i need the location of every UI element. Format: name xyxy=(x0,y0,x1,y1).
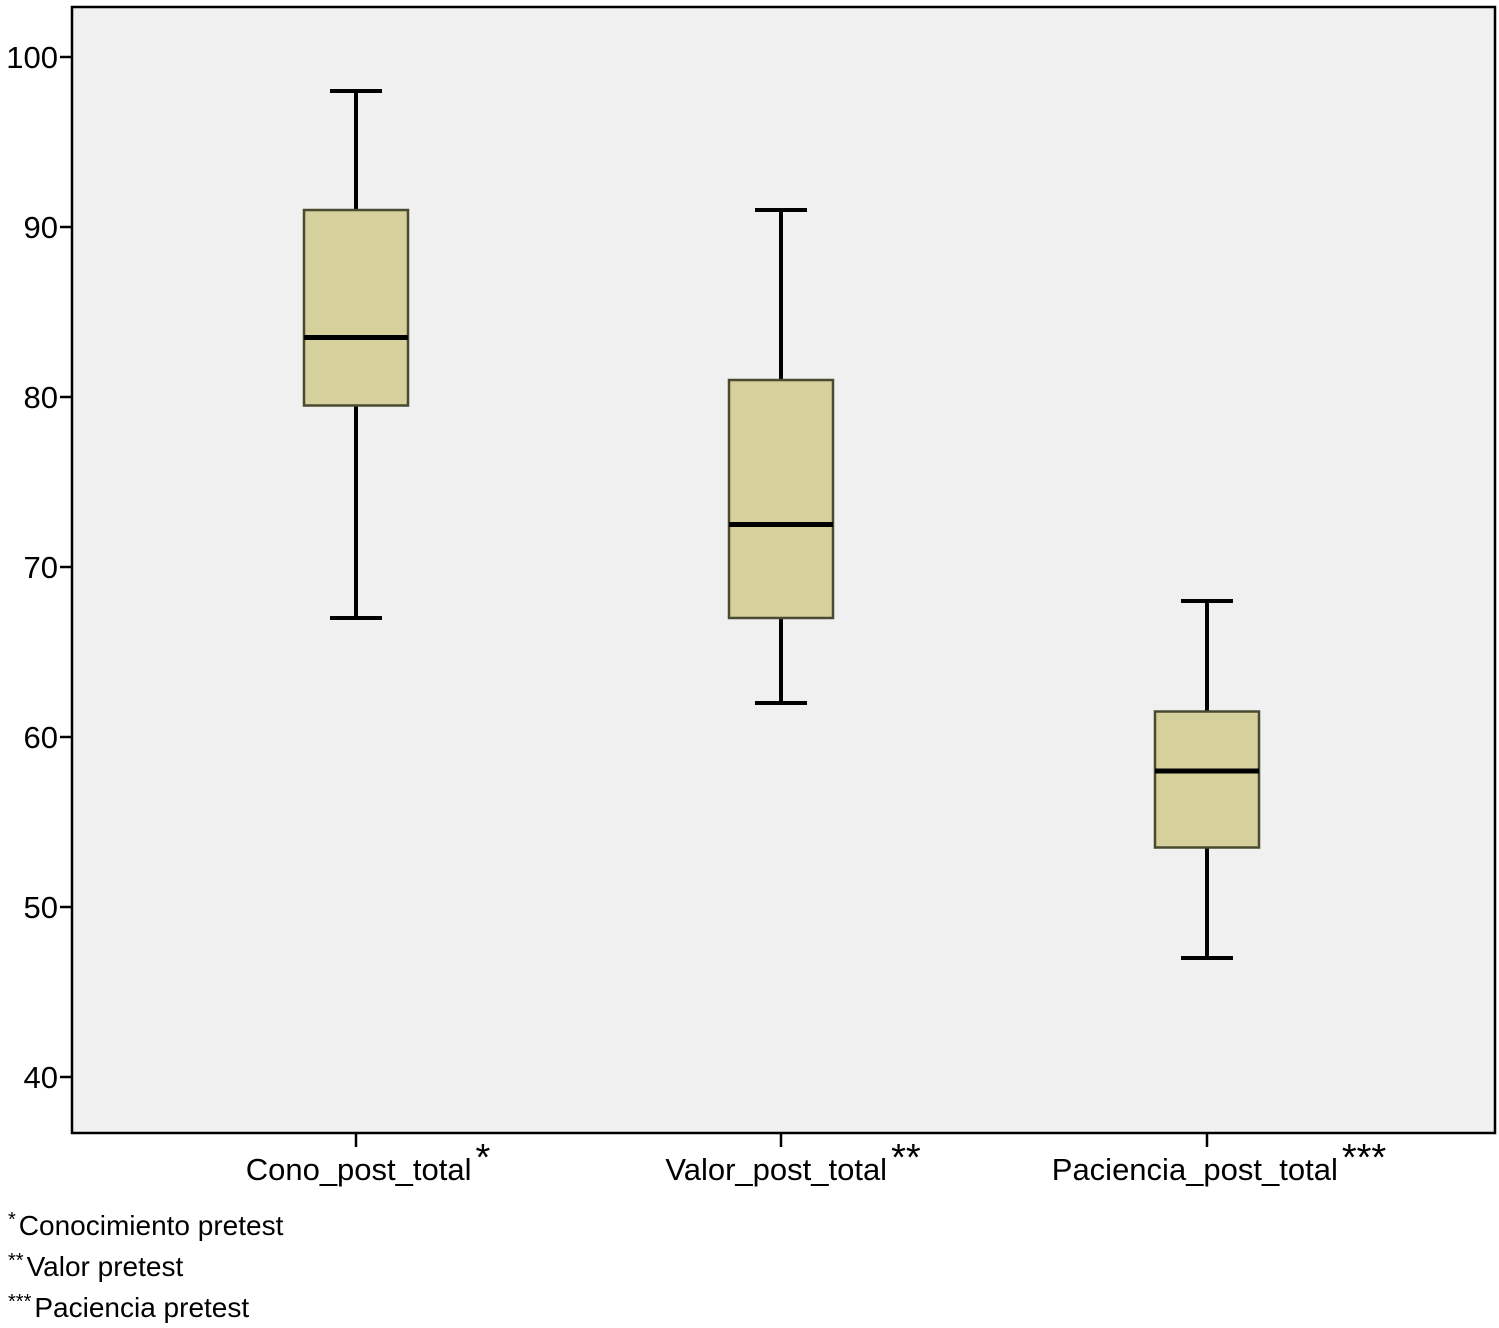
iqr-box xyxy=(1153,710,1261,849)
footnote: * Conocimiento pretest xyxy=(8,1205,283,1246)
footnote-mark: ** xyxy=(8,1250,24,1272)
iqr-box xyxy=(727,378,835,620)
y-tick-label: 70 xyxy=(24,550,58,585)
y-tick-label: 60 xyxy=(24,720,58,755)
x-tick-label: Paciencia_post_total *** xyxy=(1052,1137,1387,1187)
x-axis: Cono_post_total * Valor_post_total ** Pacien… xyxy=(246,1133,1387,1187)
y-tick-label: 80 xyxy=(24,380,58,415)
iqr-box xyxy=(302,208,410,407)
footnote-text: Conocimiento pretest xyxy=(18,1210,284,1241)
boxes-group xyxy=(302,89,1261,960)
x-tick-label: Valor_post_total ** xyxy=(665,1137,921,1187)
box-group xyxy=(1153,599,1261,960)
x-tick-label: Cono_post_total * xyxy=(246,1137,491,1187)
box-group xyxy=(302,89,410,620)
y-axis: 40 50 60 70 80 90 100 xyxy=(6,40,72,1095)
y-tick-label: 50 xyxy=(24,890,58,925)
footnotes: * Conocimiento pretest ** Valor pretest … xyxy=(8,1205,283,1328)
y-tick-label: 40 xyxy=(24,1060,58,1095)
box-group xyxy=(727,208,835,705)
footnote: *** Paciencia pretest xyxy=(8,1287,283,1328)
y-tick-label: 90 xyxy=(24,210,58,245)
footnote-text: Valor pretest xyxy=(26,1251,184,1282)
footnote-mark: * xyxy=(8,1209,16,1231)
footnote: ** Valor pretest xyxy=(8,1246,283,1287)
boxplot-chart: 40 50 60 70 80 90 100 Cono_post_total * Valor_po… xyxy=(6,5,1497,1187)
footnote-text: Paciencia pretest xyxy=(34,1292,250,1323)
y-tick-label: 100 xyxy=(6,40,58,75)
footnote-mark: *** xyxy=(8,1291,32,1313)
